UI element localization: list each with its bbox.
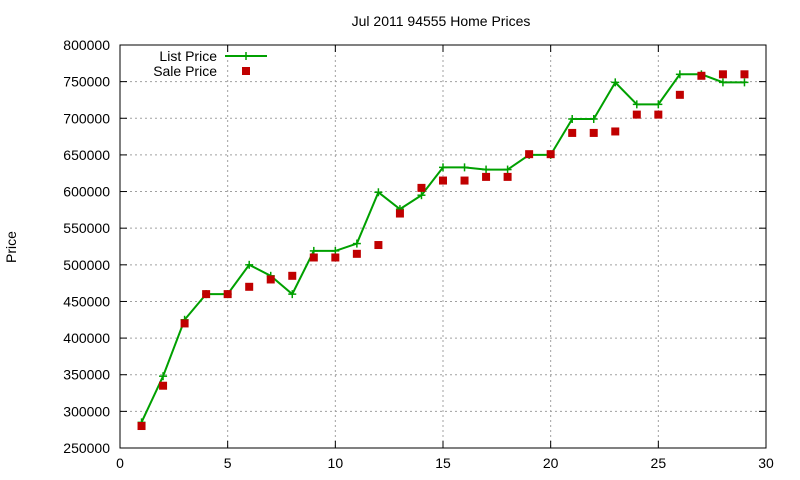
- sale-price-point: [697, 71, 706, 80]
- grid: [120, 45, 766, 448]
- y-tick-label: 400000: [63, 330, 110, 346]
- sale-price-point: [352, 249, 361, 258]
- sale-price-point: [245, 282, 254, 291]
- sale-price-point: [439, 176, 447, 185]
- sale-price-point: [288, 271, 297, 280]
- y-tick-label: 600000: [63, 184, 110, 200]
- list-price-point: [654, 100, 663, 109]
- list-price-point: [568, 115, 577, 124]
- chart-title: Jul 2011 94555 Home Prices: [352, 13, 531, 29]
- y-tick-label: 650000: [63, 147, 110, 163]
- y-tick-label: 550000: [63, 220, 110, 236]
- sale-price-point: [223, 290, 232, 299]
- sale-price-point: [266, 275, 275, 284]
- sale-price-point: [159, 381, 168, 390]
- list-price-point: [589, 115, 598, 124]
- list-price-point: [740, 78, 749, 87]
- sale-price-point: [568, 128, 577, 137]
- y-axis-label: Price: [3, 231, 19, 263]
- x-tick-label: 10: [328, 455, 344, 471]
- sale-price-point: [417, 183, 426, 192]
- sale-price-point: [654, 110, 663, 119]
- sale-price-point: [460, 176, 469, 185]
- sale-price-point: [611, 127, 620, 136]
- sale-price-point: [309, 253, 318, 262]
- sale-price-point: [546, 150, 555, 159]
- list-price-point: [718, 78, 727, 87]
- x-tick-label: 25: [651, 455, 667, 471]
- x-tick-label: 30: [758, 455, 774, 471]
- x-tick-label: 5: [224, 455, 232, 471]
- sale-price-point: [374, 241, 383, 250]
- y-tick-label: 800000: [63, 37, 110, 53]
- list-price-point: [439, 163, 447, 172]
- sale-price-point: [202, 290, 211, 299]
- list-price-point: [503, 165, 512, 174]
- sale-price-point: [482, 172, 491, 181]
- list-price-point: [245, 260, 254, 269]
- y-tick-label: 750000: [63, 74, 110, 90]
- ticks: 0 5 10 15 20 25 30 250000 300000 350000 400000 4500…: [63, 37, 774, 471]
- x-tick-label: 0: [116, 455, 124, 471]
- legend-marker-sale-price: [242, 67, 250, 75]
- sale-price-point: [740, 70, 749, 79]
- sale-price-point: [525, 150, 534, 159]
- sale-price-point: [632, 110, 641, 119]
- list-price-point: [417, 191, 426, 200]
- legend-marker-list-price: [242, 52, 250, 60]
- list-price-point: [482, 165, 491, 174]
- y-tick-label: 450000: [63, 293, 110, 309]
- list-price-point: [632, 100, 641, 109]
- sale-price-point: [331, 253, 340, 262]
- sale-price-point: [589, 128, 598, 137]
- sale-price-point: [503, 172, 512, 181]
- sale-price-point: [395, 209, 404, 218]
- sale-price-point: [718, 70, 727, 79]
- list-price-point: [159, 372, 168, 381]
- legend-label-list-price: List Price: [159, 48, 217, 64]
- list-price-point: [611, 78, 620, 87]
- list-price-point: [460, 163, 469, 172]
- y-tick-label: 700000: [63, 110, 110, 126]
- list-price-point: [288, 290, 297, 299]
- sale-price-point: [675, 90, 684, 99]
- x-tick-label: 20: [543, 455, 559, 471]
- y-tick-label: 500000: [63, 257, 110, 273]
- y-tick-label: 350000: [63, 367, 110, 383]
- sale-price-point: [180, 319, 189, 328]
- y-tick-label: 300000: [63, 403, 110, 419]
- list-price-point: [352, 239, 361, 248]
- sale-price-point: [137, 422, 146, 431]
- list-price-point: [374, 188, 383, 197]
- x-tick-label: 15: [435, 455, 451, 471]
- y-tick-label: 250000: [63, 440, 110, 456]
- list-price-point: [675, 70, 684, 79]
- legend-label-sale-price: Sale Price: [153, 63, 217, 79]
- series-layer: [137, 70, 749, 431]
